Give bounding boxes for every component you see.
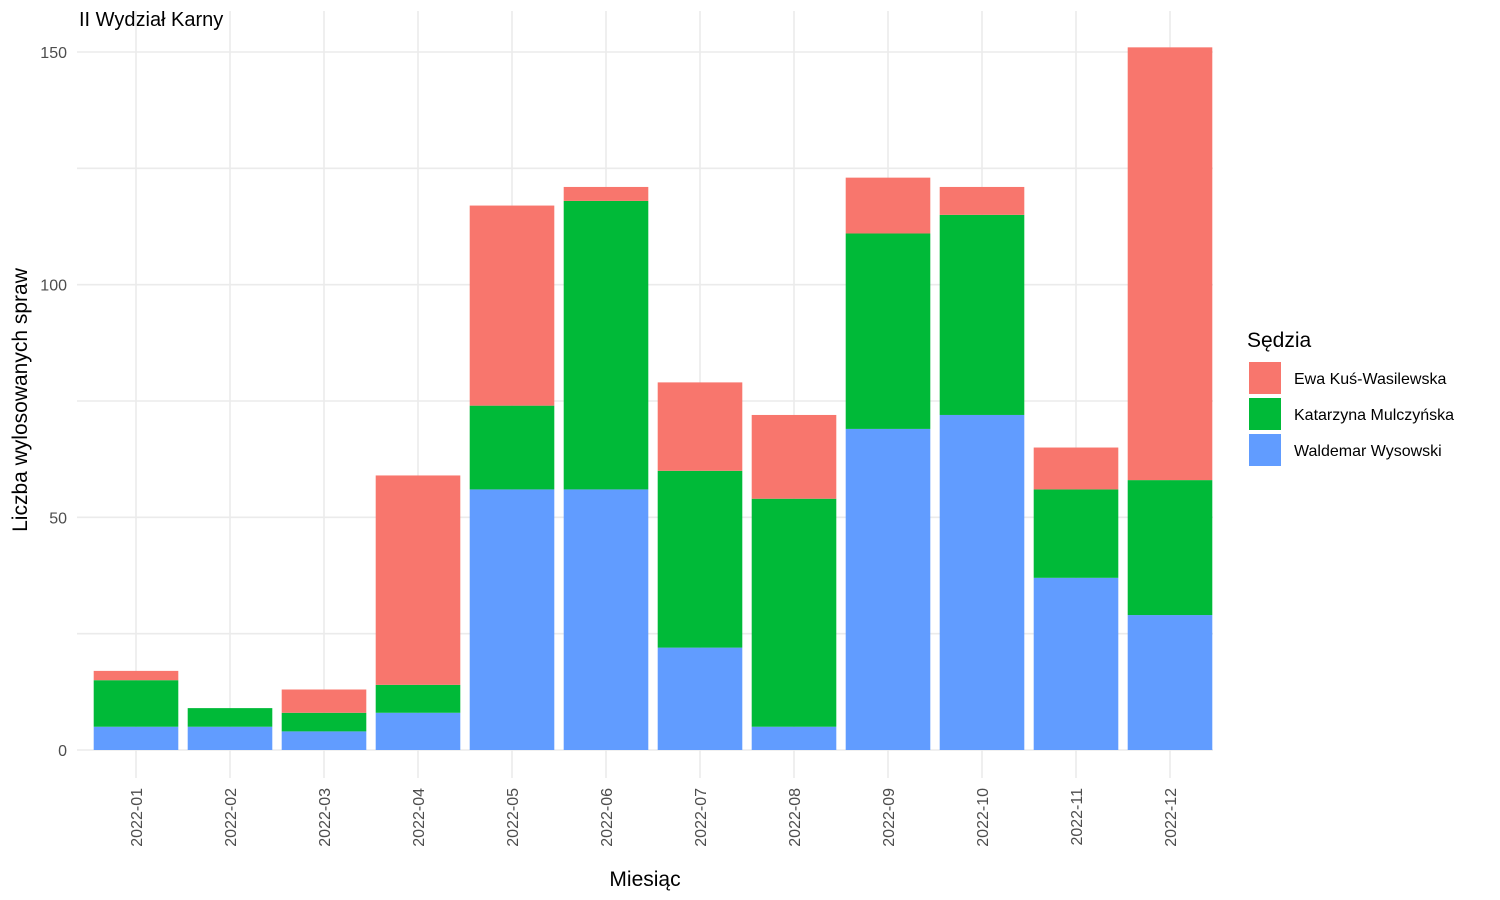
bar-segment (845, 177, 931, 234)
legend-swatch (1249, 398, 1281, 430)
bar-segment (657, 470, 743, 648)
legend-title: Sędzia (1247, 329, 1312, 352)
bar-segment (939, 414, 1025, 750)
legend: Sędzia Ewa Kuś-Wasilewska Katarzyna Mulcz… (1247, 329, 1454, 466)
legend-label: Katarzyna Mulczyńska (1294, 407, 1454, 424)
y-axis-title: Liczba wylosowanych spraw (9, 267, 32, 532)
bar-segment (469, 205, 555, 406)
x-tick-label: 2022-02 (223, 788, 240, 847)
bar-segment (1127, 47, 1213, 481)
bar-segment (93, 726, 179, 750)
bar-segment (1033, 489, 1119, 578)
y-tick-label: 150 (40, 45, 67, 62)
x-tick-label: 2022-06 (599, 788, 616, 847)
bar-segment (187, 708, 273, 727)
bar-segment (1033, 577, 1119, 750)
bar-segment (1127, 615, 1213, 750)
bar-segment (93, 670, 179, 681)
x-tick-label: 2022-07 (693, 788, 710, 847)
bar-segment (751, 498, 837, 727)
bar-segment (375, 475, 461, 685)
x-axis-ticks: 2022-01 2022-02 2022-03 2022-04 2022-05 2022-… (129, 788, 1180, 847)
bar-segment (845, 428, 931, 750)
bar-segment (563, 200, 649, 490)
legend-label: Ewa Kuś-Wasilewska (1294, 371, 1446, 388)
x-tick-label: 2022-01 (129, 788, 146, 847)
bar-segment (1127, 480, 1213, 616)
bar-segment (375, 712, 461, 750)
x-tick-label: 2022-03 (317, 788, 334, 847)
y-tick-label: 0 (58, 743, 67, 760)
x-tick-label: 2022-09 (881, 788, 898, 847)
bar-segment (469, 489, 555, 750)
x-tick-label: 2022-08 (787, 788, 804, 847)
bar-segment (93, 680, 179, 727)
bar-segment (469, 405, 555, 490)
bar-segment (563, 489, 649, 750)
bar-segment (563, 186, 649, 201)
bar-segment (751, 414, 837, 499)
bar-segment (657, 382, 743, 471)
x-tick-label: 2022-04 (411, 788, 428, 847)
legend-label: Waldemar Wysowski (1294, 443, 1442, 460)
bar-segment (281, 731, 367, 750)
bar-segment (1033, 447, 1119, 490)
y-tick-label: 50 (49, 510, 67, 527)
bar-segment (939, 186, 1025, 215)
bar-segment (375, 684, 461, 713)
bar-segment (845, 233, 931, 429)
y-axis-ticks: 0 50 100 150 (40, 45, 67, 760)
bar-segment (751, 726, 837, 750)
x-tick-label: 2022-11 (1069, 788, 1086, 846)
x-tick-label: 2022-12 (1163, 788, 1180, 847)
bar-segment (281, 712, 367, 732)
legend-swatch (1249, 434, 1281, 466)
chart-title: II Wydział Karny (79, 9, 223, 31)
bar-segment (657, 647, 743, 750)
bar-segment (939, 214, 1025, 415)
x-tick-label: 2022-10 (975, 788, 992, 847)
bars (93, 47, 1213, 750)
x-tick-label: 2022-05 (505, 788, 522, 847)
bar-segment (281, 689, 367, 713)
y-tick-label: 100 (40, 278, 67, 295)
bar-segment (187, 726, 273, 750)
legend-swatch (1249, 362, 1281, 394)
x-axis-title: Miesiąc (609, 868, 680, 891)
